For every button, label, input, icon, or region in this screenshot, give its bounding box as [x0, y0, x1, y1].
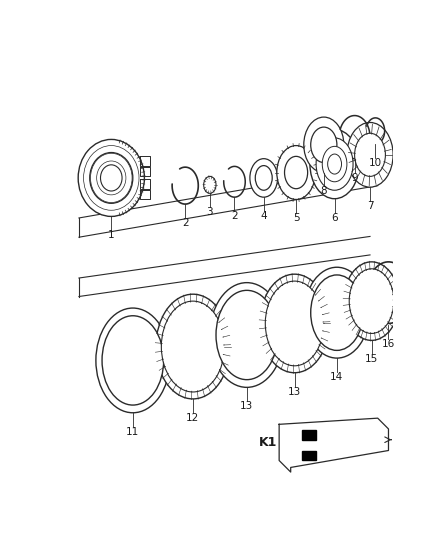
Ellipse shape — [322, 147, 347, 182]
Text: 10: 10 — [369, 158, 382, 168]
Text: 9: 9 — [351, 173, 358, 182]
Polygon shape — [302, 450, 316, 460]
Text: 14: 14 — [330, 372, 343, 382]
Text: 7: 7 — [367, 201, 373, 211]
Ellipse shape — [210, 282, 284, 387]
Polygon shape — [302, 431, 316, 440]
Text: 1: 1 — [108, 230, 115, 239]
Ellipse shape — [255, 166, 272, 190]
Ellipse shape — [311, 275, 363, 350]
Ellipse shape — [260, 274, 329, 373]
Ellipse shape — [285, 156, 307, 189]
Text: 11: 11 — [126, 426, 139, 437]
Ellipse shape — [355, 133, 385, 176]
Ellipse shape — [216, 290, 278, 379]
Text: 16: 16 — [382, 339, 395, 349]
Ellipse shape — [304, 117, 344, 173]
Text: 12: 12 — [186, 413, 200, 423]
Text: 4: 4 — [261, 211, 267, 221]
Ellipse shape — [316, 138, 353, 190]
Ellipse shape — [265, 281, 324, 366]
Text: K1: K1 — [258, 437, 277, 449]
Text: 13: 13 — [288, 386, 301, 397]
Text: 13: 13 — [240, 401, 254, 411]
Ellipse shape — [100, 165, 122, 191]
Ellipse shape — [102, 316, 164, 405]
Ellipse shape — [156, 294, 230, 399]
Text: 5: 5 — [293, 213, 300, 223]
Ellipse shape — [311, 127, 337, 163]
Ellipse shape — [161, 301, 224, 392]
Ellipse shape — [250, 159, 278, 197]
Ellipse shape — [204, 176, 216, 193]
Text: 2: 2 — [231, 211, 238, 221]
Ellipse shape — [277, 146, 315, 199]
Ellipse shape — [328, 154, 342, 174]
Ellipse shape — [347, 123, 393, 187]
Ellipse shape — [96, 308, 170, 413]
Text: 6: 6 — [331, 213, 338, 223]
Ellipse shape — [304, 267, 369, 358]
Ellipse shape — [90, 152, 133, 203]
Text: 15: 15 — [365, 354, 378, 364]
Text: 2: 2 — [182, 218, 188, 228]
Ellipse shape — [344, 262, 399, 341]
Ellipse shape — [310, 130, 359, 199]
Text: 8: 8 — [321, 187, 327, 196]
Text: 3: 3 — [207, 207, 213, 217]
Ellipse shape — [78, 140, 145, 216]
Ellipse shape — [349, 269, 394, 334]
